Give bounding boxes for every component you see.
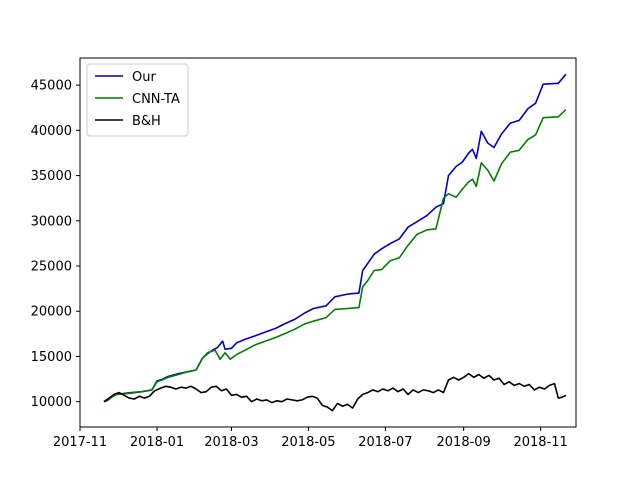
- series-line-1: [103, 73, 567, 403]
- x-axis: 2017-11 2018-01 2018-03 2018-05 2018-07 2018-…: [53, 427, 568, 450]
- legend-label-1: Our: [132, 70, 156, 85]
- x-tick-label: 2018-11: [513, 435, 567, 450]
- x-tick-label: 2018-05: [281, 435, 335, 450]
- series-layer: [103, 73, 567, 412]
- legend-box: [86, 63, 189, 137]
- legend-label-2: CNN-TA: [132, 92, 180, 107]
- y-axis: 10000 15000 20000 25000 30000 35000 40000 45000: [31, 79, 80, 410]
- y-tick-label: 15000: [31, 350, 72, 365]
- y-tick-label: 30000: [31, 214, 72, 229]
- y-tick-label: 10000: [31, 395, 72, 410]
- y-tick-label: 25000: [31, 260, 72, 275]
- x-tick-label: 2018-07: [358, 435, 412, 450]
- axes-frame: [79, 57, 577, 428]
- y-tick-label: 35000: [31, 169, 72, 184]
- y-tick-label: 45000: [31, 79, 72, 94]
- legend-label-3: B&H: [132, 114, 161, 129]
- y-tick-label: 40000: [31, 124, 72, 139]
- legend: Our CNN-TA B&H: [86, 63, 189, 137]
- x-tick-label: 2018-01: [130, 435, 184, 450]
- x-tick-label: 2017-11: [53, 435, 107, 450]
- series-line-3: [103, 372, 567, 412]
- x-tick-label: 2018-03: [204, 435, 258, 450]
- y-tick-label: 20000: [31, 305, 72, 320]
- x-tick-label: 2018-09: [437, 435, 491, 450]
- series-line-2: [103, 109, 567, 403]
